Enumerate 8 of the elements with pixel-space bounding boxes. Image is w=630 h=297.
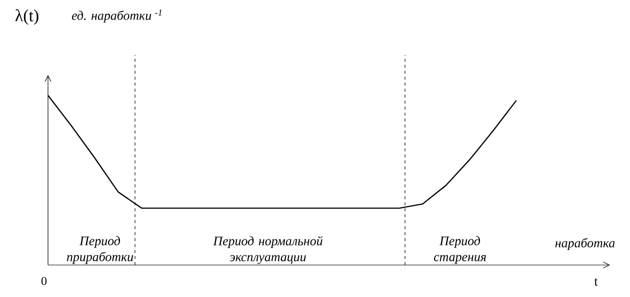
annotation: Период старения: [434, 236, 486, 264]
text: ед. наработки $^{-1}$: [72, 9, 162, 23]
annotation: Период приработки: [66, 236, 134, 264]
x-axis-title: t: [594, 278, 598, 286]
y-axis-title: λ(t): [15, 9, 38, 25]
text: 0: [41, 276, 47, 286]
annotation: наработка: [555, 238, 615, 250]
annotation: Период нормальной эксплуатации: [213, 236, 323, 264]
